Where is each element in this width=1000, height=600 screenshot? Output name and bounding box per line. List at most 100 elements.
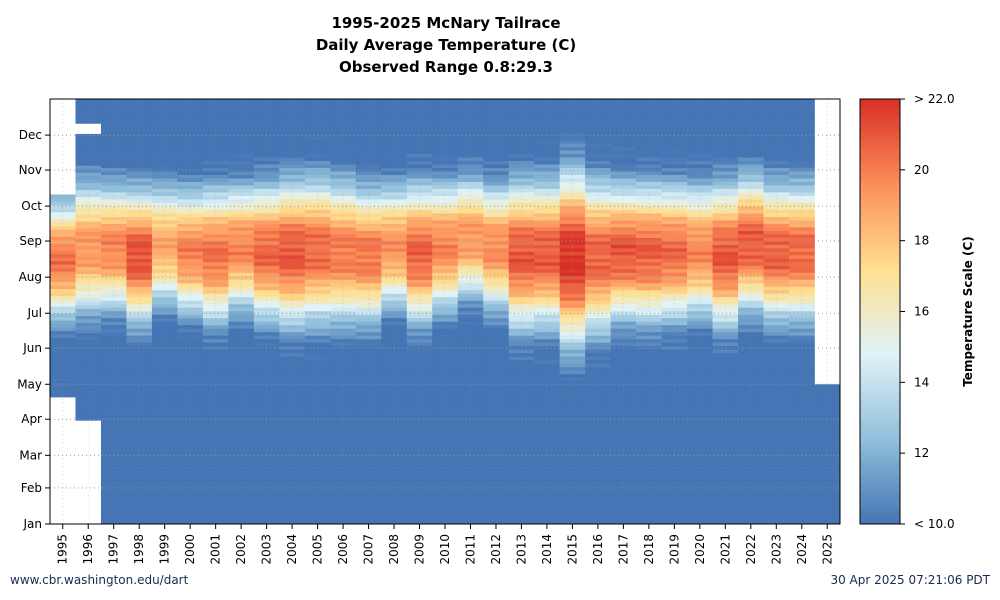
heatmap-cell-2011: [457, 255, 484, 259]
heatmap-cell-2025: [814, 429, 841, 434]
heatmap-cell-2025: [814, 387, 841, 392]
x-tick-label: 2003: [260, 534, 274, 565]
heatmap-cell-2013: [508, 433, 535, 437]
heatmap-cell-2005: [304, 178, 331, 182]
heatmap-cell-2005: [304, 255, 331, 259]
heatmap-cell-2001: [202, 384, 229, 389]
heatmap-cell-2009: [406, 492, 433, 497]
heatmap-cell-2016: [585, 108, 611, 113]
heatmap-cell-2010: [432, 373, 459, 378]
heatmap-cell-2021: [712, 255, 739, 259]
heatmap-cell-2021: [712, 146, 739, 151]
heatmap-cell-2012: [483, 328, 510, 333]
heatmap-cell-2013: [508, 118, 535, 123]
heatmap-cell-2000: [177, 307, 204, 312]
heatmap-cell-2008: [381, 321, 408, 326]
heatmap-cell-2002: [228, 129, 255, 134]
heatmap-cell-1998: [126, 122, 153, 127]
heatmap-cell-2006: [330, 464, 357, 469]
heatmap-cell-1997: [100, 401, 127, 406]
heatmap-cell-2018: [636, 366, 662, 371]
heatmap-cell-2006: [330, 447, 357, 451]
heatmap-cell-2003: [253, 468, 280, 472]
heatmap-cell-2014: [534, 251, 560, 256]
heatmap-cell-2007: [355, 314, 382, 319]
heatmap-cell-1998: [126, 262, 153, 266]
heatmap-cell-2015: [559, 310, 586, 315]
heatmap-cell-2022: [738, 468, 764, 472]
heatmap-cell-2022: [738, 227, 764, 231]
heatmap-cell-2014: [534, 356, 560, 361]
heatmap-cell-2011: [457, 272, 484, 277]
heatmap-cell-2019: [661, 286, 688, 291]
heatmap-cell-2022: [738, 471, 764, 476]
heatmap-cell-2019: [661, 387, 688, 392]
heatmap-cell-2006: [330, 118, 357, 123]
heatmap-cell-2020: [687, 433, 713, 437]
heatmap-cell-2021: [712, 164, 739, 168]
heatmap-cell-2017: [610, 115, 637, 120]
heatmap-cell-2023: [763, 356, 790, 361]
heatmap-cell-2004: [279, 160, 306, 165]
heatmap-cell-2022: [738, 223, 764, 228]
heatmap-cell-2009: [406, 139, 433, 144]
heatmap-cell-2003: [253, 503, 280, 507]
heatmap-cell-2013: [508, 199, 535, 203]
heatmap-cell-2020: [687, 359, 713, 364]
heatmap-cell-2010: [432, 338, 459, 343]
heatmap-cell-2014: [534, 443, 560, 448]
heatmap-cell-1999: [151, 101, 178, 106]
heatmap-cell-2008: [381, 499, 408, 504]
heatmap-cell-2024: [789, 220, 815, 224]
heatmap-cell-2009: [406, 125, 433, 130]
heatmap-cell-2024: [789, 248, 815, 252]
heatmap-cell-2004: [279, 471, 306, 476]
heatmap-cell-2009: [406, 300, 433, 305]
heatmap-cell-2004: [279, 461, 306, 465]
heatmap-cell-1997: [100, 139, 127, 144]
heatmap-cell-2022: [738, 265, 764, 270]
heatmap-cell-2007: [355, 338, 382, 343]
heatmap-cell-2007: [355, 286, 382, 291]
heatmap-cell-2001: [202, 272, 229, 277]
heatmap-cell-2023: [763, 496, 790, 500]
heatmap-cell-2018: [636, 433, 662, 437]
heatmap-cell-2015: [559, 408, 586, 413]
heatmap-cell-1999: [151, 513, 178, 518]
heatmap-cell-2013: [508, 272, 535, 277]
heatmap-cell-2013: [508, 457, 535, 462]
heatmap-cell-2012: [483, 461, 510, 465]
heatmap-cell-2001: [202, 363, 229, 368]
heatmap-cell-2020: [687, 275, 713, 280]
heatmap-cell-2016: [585, 213, 611, 217]
heatmap-cell-2000: [177, 373, 204, 378]
heatmap-cell-2004: [279, 496, 306, 500]
heatmap-cell-2011: [457, 380, 484, 385]
heatmap-cell-2001: [202, 373, 229, 378]
heatmap-cell-2000: [177, 272, 204, 277]
heatmap-cell-2012: [483, 244, 510, 249]
heatmap-cell-1997: [100, 153, 127, 158]
heatmap-cell-2008: [381, 164, 408, 168]
heatmap-cell-2018: [636, 370, 662, 375]
heatmap-cell-2003: [253, 478, 280, 483]
heatmap-cell-2013: [508, 324, 535, 329]
heatmap-cell-1999: [151, 300, 178, 305]
heatmap-cell-1999: [151, 412, 178, 417]
heatmap-cell-1997: [100, 255, 127, 259]
heatmap-cell-2019: [661, 272, 688, 277]
heatmap-cell-2002: [228, 174, 255, 179]
heatmap-cell-2006: [330, 178, 357, 182]
heatmap-cell-2004: [279, 387, 306, 392]
heatmap-cell-2016: [585, 510, 611, 514]
heatmap-cell-2002: [228, 244, 255, 249]
heatmap-cell-2006: [330, 132, 357, 137]
heatmap-cell-2019: [661, 359, 688, 364]
heatmap-cell-2014: [534, 258, 560, 263]
heatmap-cell-2015: [559, 464, 586, 469]
heatmap-cell-2022: [738, 153, 764, 158]
heatmap-cell-2015: [559, 415, 586, 420]
heatmap-cell-1999: [151, 464, 178, 469]
heatmap-cell-2001: [202, 99, 229, 102]
heatmap-cell-2016: [585, 118, 611, 123]
